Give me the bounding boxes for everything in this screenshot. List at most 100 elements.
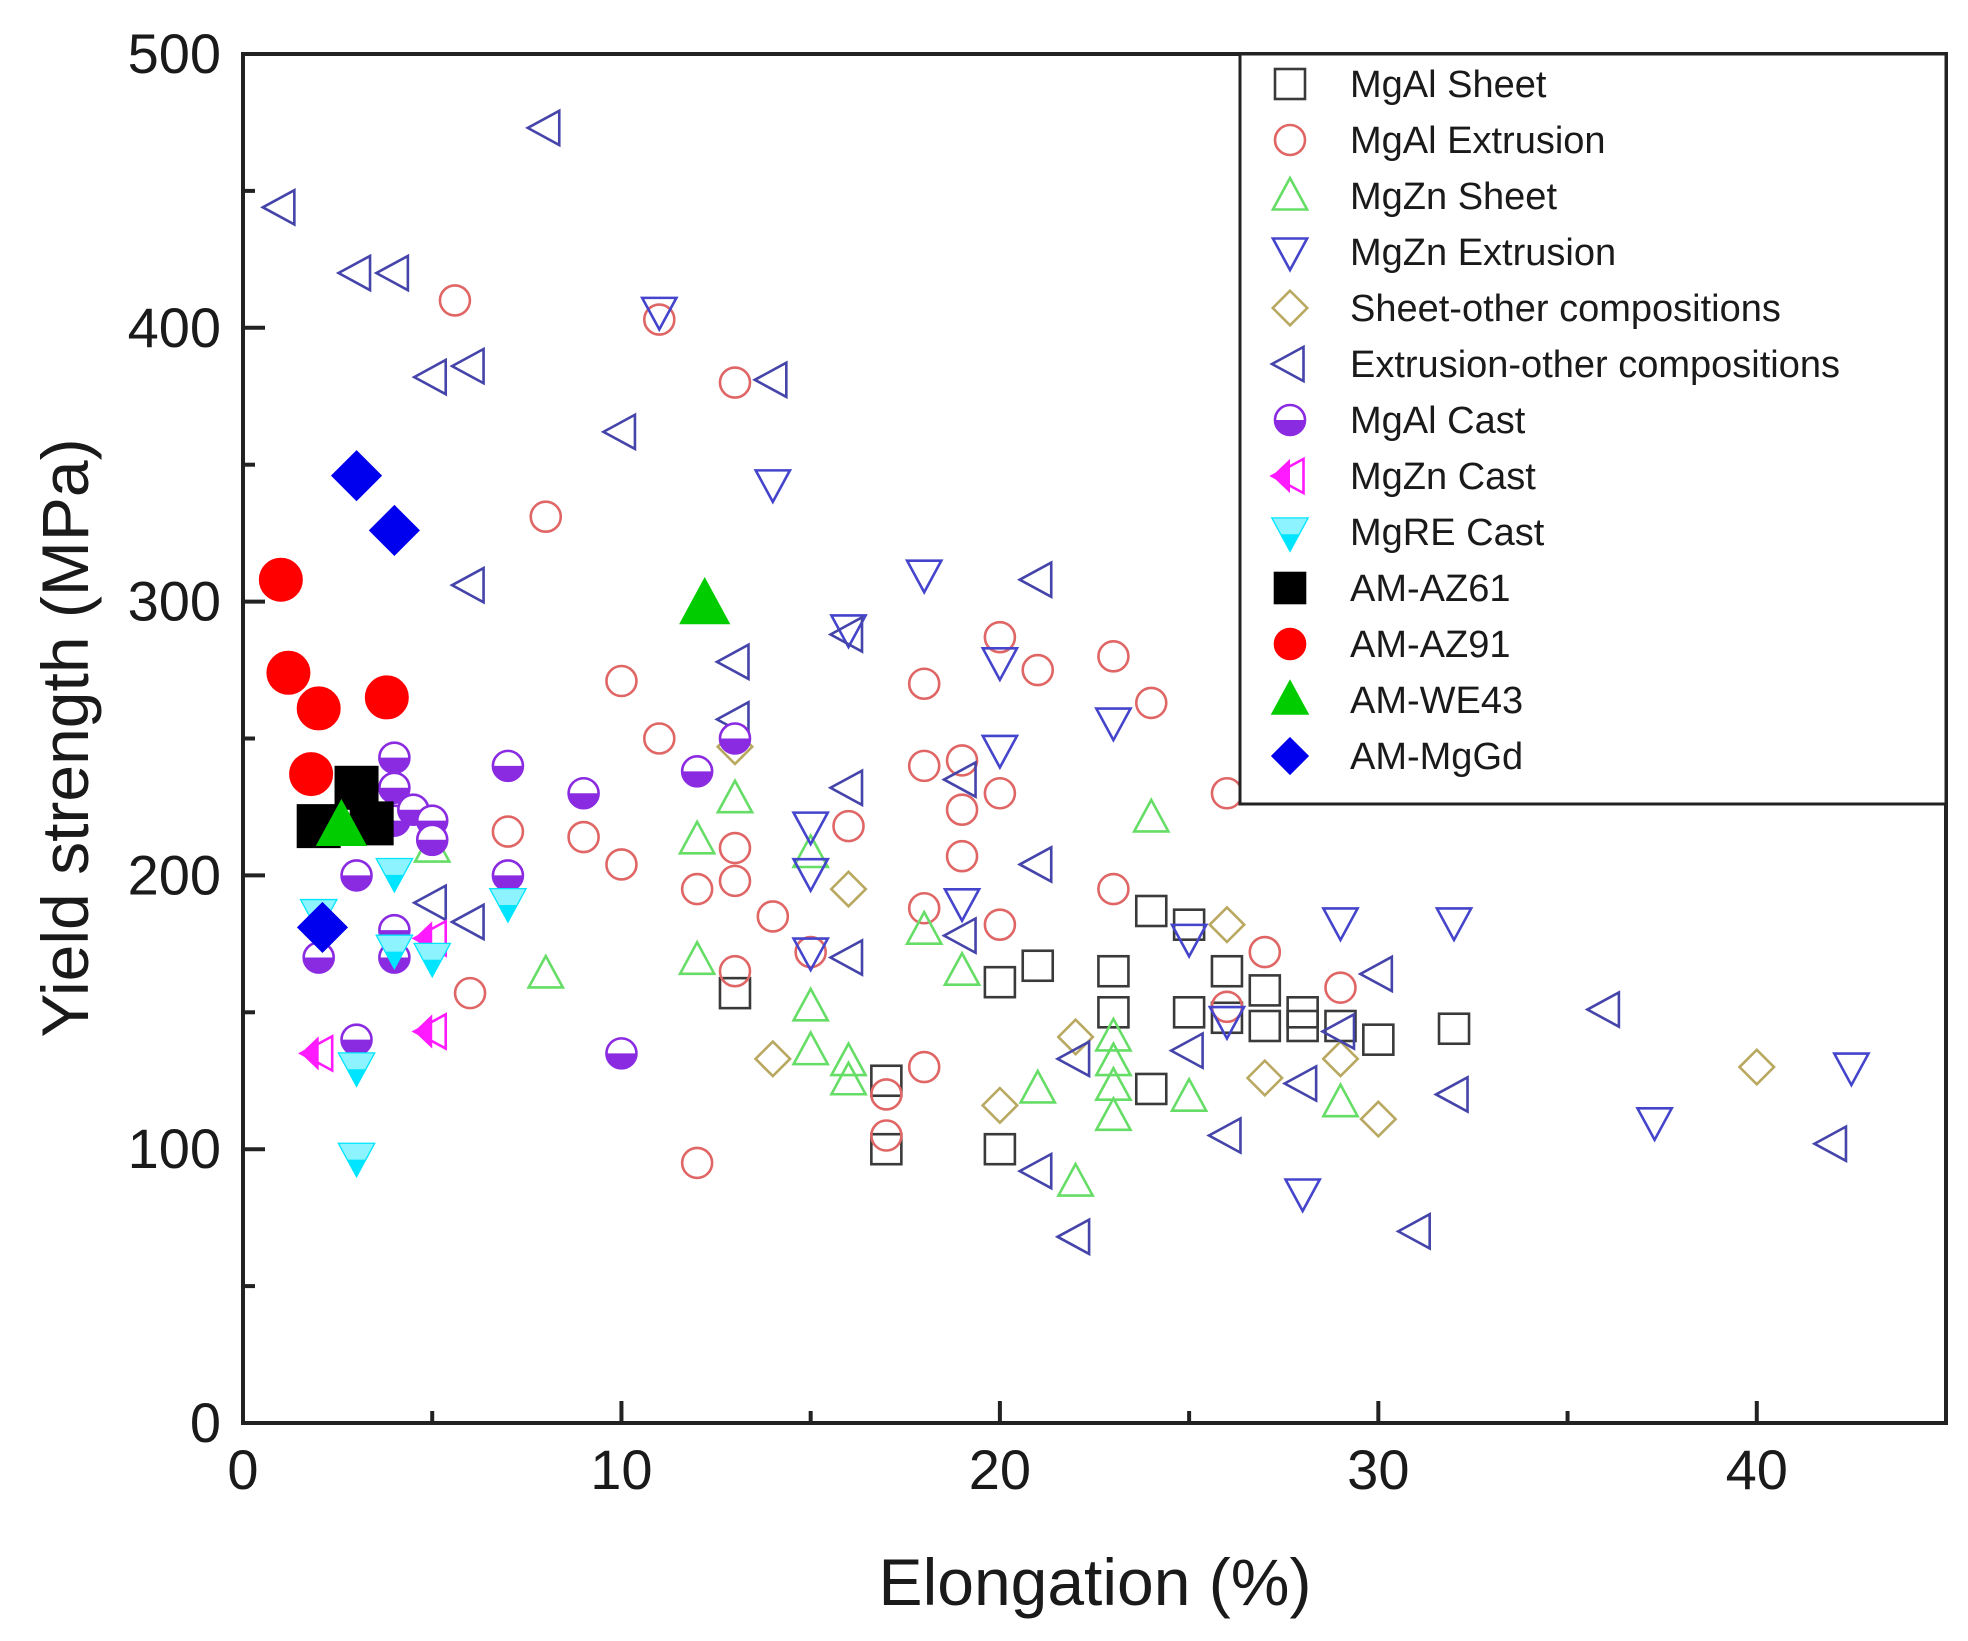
data-point xyxy=(415,823,449,857)
data-point xyxy=(942,950,982,987)
data-point xyxy=(378,741,411,774)
data-point xyxy=(1017,845,1053,884)
data-point xyxy=(907,667,941,701)
legend-marker xyxy=(1273,627,1307,661)
data-point xyxy=(642,303,676,336)
legend-marker xyxy=(1269,456,1305,496)
data-point xyxy=(1097,954,1130,988)
data-point xyxy=(1169,1076,1209,1112)
data-point xyxy=(791,832,830,869)
data-point xyxy=(375,857,414,894)
data-point xyxy=(1169,923,1209,960)
series-extrusion-other-compositions xyxy=(260,108,1848,1257)
data-point xyxy=(529,500,563,534)
data-point xyxy=(753,1039,792,1078)
legend-marker xyxy=(1270,288,1310,328)
data-point xyxy=(1433,1075,1469,1114)
data-point xyxy=(677,819,717,855)
data-point xyxy=(411,883,448,923)
data-point xyxy=(718,954,752,988)
x-tick-label: 40 xyxy=(1726,1438,1788,1501)
legend-marker xyxy=(1273,403,1307,437)
data-point xyxy=(791,857,830,894)
y-tick-label: 400 xyxy=(128,296,221,359)
data-point xyxy=(1434,907,1474,943)
data-point xyxy=(335,253,372,293)
data-point xyxy=(605,848,638,881)
data-point xyxy=(1357,954,1394,994)
data-point xyxy=(752,360,788,400)
data-point xyxy=(449,902,485,942)
data-point xyxy=(296,901,349,953)
data-point xyxy=(791,1029,830,1066)
x-axis-title: Elongation (%) xyxy=(879,1545,1312,1619)
y-tick-label: 200 xyxy=(128,843,221,906)
data-point xyxy=(1097,995,1130,1029)
data-point xyxy=(983,1132,1017,1166)
data-point xyxy=(832,809,865,843)
data-point xyxy=(340,1023,373,1056)
legend-label: MgZn Cast xyxy=(1350,456,1536,498)
data-point xyxy=(715,778,755,814)
data-point xyxy=(718,864,752,898)
data-point xyxy=(1210,1001,1244,1035)
data-point xyxy=(453,976,487,1010)
data-point xyxy=(904,909,944,945)
data-point xyxy=(980,1086,1019,1125)
legend-marker xyxy=(1273,571,1307,605)
data-point xyxy=(1054,1217,1091,1257)
data-point xyxy=(1362,1023,1395,1056)
data-point xyxy=(870,1132,903,1166)
data-point xyxy=(1321,1039,1360,1078)
data-point xyxy=(1832,1052,1871,1088)
y-tick-label: 100 xyxy=(128,1117,221,1180)
data-point xyxy=(791,937,830,973)
data-point xyxy=(449,565,485,605)
data-point xyxy=(753,469,793,505)
data-point xyxy=(438,284,472,317)
data-point xyxy=(680,872,714,906)
series-mgzn-extrusion xyxy=(640,296,1871,1214)
x-tick-label: 0 xyxy=(227,1438,258,1501)
data-point xyxy=(983,776,1017,810)
series-mgzn-sheet xyxy=(412,778,1360,1197)
legend-label: MgZn Sheet xyxy=(1350,176,1557,218)
data-point xyxy=(791,811,830,847)
legend-label: MgAl Sheet xyxy=(1350,64,1547,106)
data-point xyxy=(1097,640,1130,673)
data-point xyxy=(980,734,1020,771)
series-am-mggd xyxy=(296,450,420,953)
legend-label: AM-MgGd xyxy=(1350,736,1523,778)
x-tick-label: 30 xyxy=(1347,1438,1409,1501)
data-point xyxy=(983,908,1017,941)
data-point xyxy=(1281,1064,1318,1103)
data-point xyxy=(1584,990,1621,1029)
data-point xyxy=(1021,949,1055,983)
data-point xyxy=(1134,894,1168,928)
data-point xyxy=(870,1119,903,1152)
data-point xyxy=(1324,971,1357,1004)
data-point xyxy=(1094,1095,1133,1132)
data-point xyxy=(945,839,979,873)
data-point xyxy=(791,986,830,1022)
data-point xyxy=(983,965,1017,999)
data-point xyxy=(980,647,1020,683)
data-point xyxy=(337,1142,376,1179)
data-marks xyxy=(258,108,1871,1257)
data-point xyxy=(1321,1081,1360,1118)
data-point xyxy=(260,188,296,227)
series-mgal-extrusion xyxy=(438,284,1357,1180)
legend-label: AM-AZ91 xyxy=(1350,624,1510,666)
series-mgal-cast xyxy=(302,722,752,1070)
data-point xyxy=(491,815,525,848)
y-tick-label: 300 xyxy=(128,570,221,633)
legend-label: MgAl Cast xyxy=(1350,400,1526,442)
y-axis: 0 100 200 300 400 500 xyxy=(128,22,265,1454)
data-point xyxy=(1210,954,1244,988)
legend-marker xyxy=(1270,736,1310,776)
data-point xyxy=(904,559,944,595)
data-point xyxy=(827,615,864,654)
data-point xyxy=(1737,1047,1776,1087)
data-point xyxy=(677,939,717,976)
